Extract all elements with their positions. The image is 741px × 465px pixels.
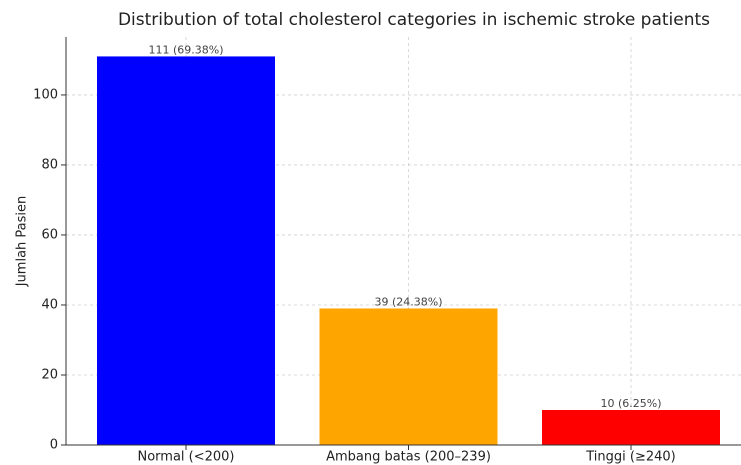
bar <box>97 56 275 446</box>
bar <box>542 409 720 445</box>
x-tick-label: Normal (<200) <box>137 450 234 465</box>
x-tick-label: Ambang batas (200–239) <box>326 450 491 465</box>
y-tick-label: 0 <box>50 438 58 453</box>
y-tick-label: 80 <box>41 157 58 172</box>
data-label: 111 (69.38%) <box>148 43 223 56</box>
y-tick-label: 60 <box>41 227 58 242</box>
chart-title: Distribution of total cholesterol catego… <box>118 10 710 30</box>
bar <box>319 308 498 445</box>
data-label: 10 (6.25%) <box>600 397 661 410</box>
y-tick-label: 100 <box>33 87 58 102</box>
y-tick-label: 40 <box>41 297 58 312</box>
data-label: 39 (24.38%) <box>374 295 442 308</box>
y-axis-label: Jumlah Pasien <box>15 196 30 288</box>
x-tick-label: Tinggi (≥240) <box>585 450 676 465</box>
y-tick-label: 20 <box>41 367 58 382</box>
